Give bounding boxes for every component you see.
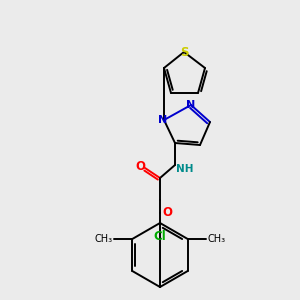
Text: CH₃: CH₃ — [208, 234, 226, 244]
Text: S: S — [180, 46, 188, 59]
Text: N: N — [186, 100, 196, 110]
Text: N: N — [158, 115, 168, 125]
Text: O: O — [162, 206, 172, 220]
Text: CH₃: CH₃ — [94, 234, 112, 244]
Text: O: O — [135, 160, 145, 173]
Text: NH: NH — [176, 164, 194, 174]
Text: Cl: Cl — [154, 230, 166, 242]
